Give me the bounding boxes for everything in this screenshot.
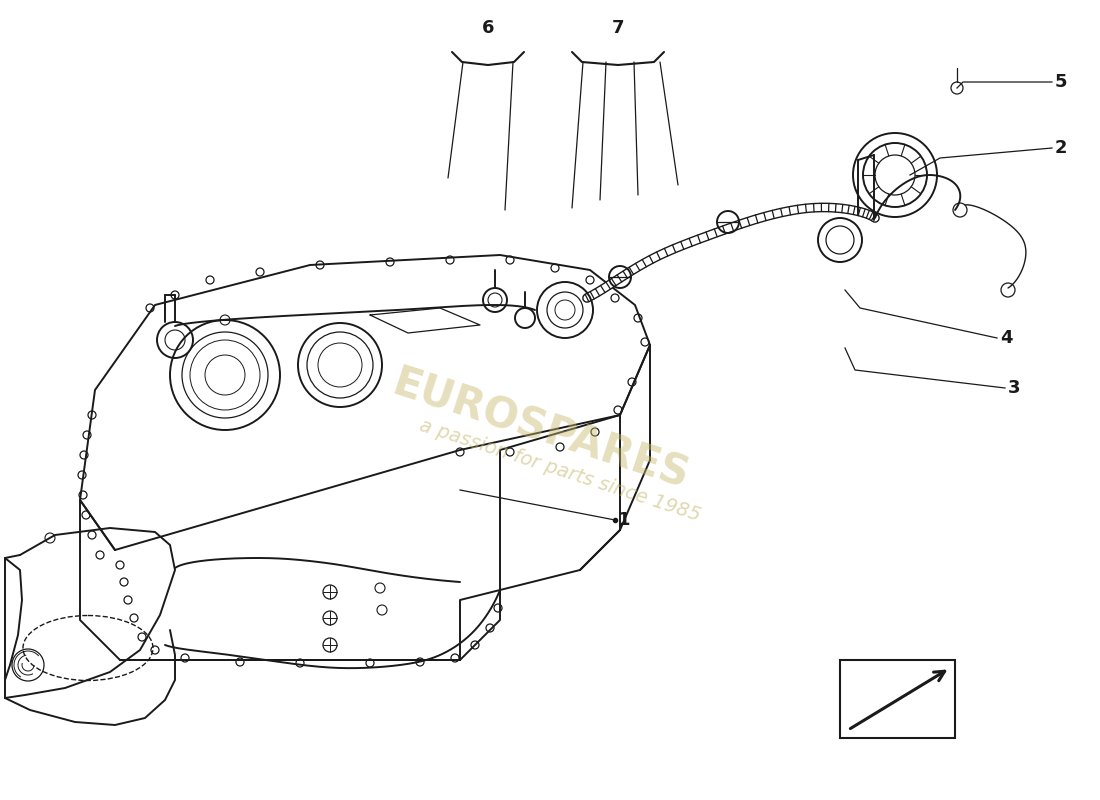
Text: 7: 7	[612, 19, 625, 37]
Text: EUROSPARES: EUROSPARES	[386, 362, 694, 498]
Bar	[840, 660, 955, 738]
Text: 4: 4	[1000, 329, 1012, 347]
Text: a passion for parts since 1985: a passion for parts since 1985	[417, 415, 703, 525]
Text: 2: 2	[1055, 139, 1067, 157]
Text: 1: 1	[618, 511, 630, 529]
Text: 5: 5	[1055, 73, 1067, 91]
Text: 3: 3	[1008, 379, 1021, 397]
Text: 6: 6	[482, 19, 494, 37]
